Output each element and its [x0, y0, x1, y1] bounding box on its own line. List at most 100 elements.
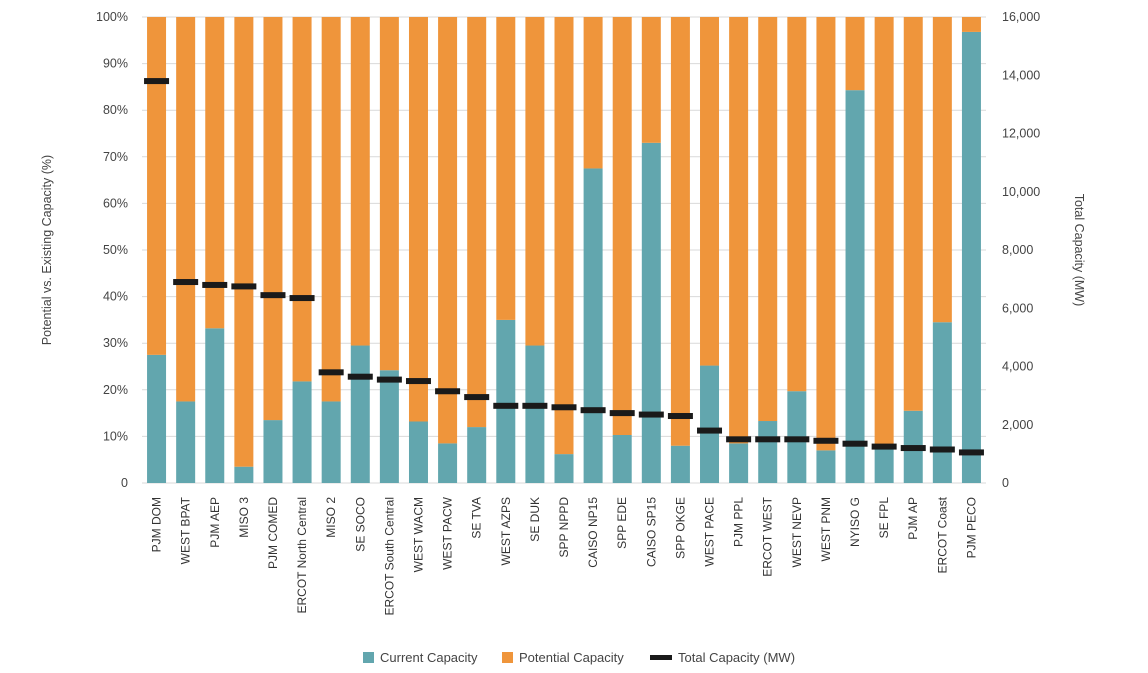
bar-potential-capacity — [525, 17, 544, 346]
right-tick-label: 2,000 — [1002, 418, 1033, 432]
right-axis-title: Total Capacity (MW) — [1072, 194, 1086, 307]
total-capacity-marker — [260, 292, 285, 298]
bar-potential-capacity — [234, 17, 253, 467]
category-label: MISO 3 — [237, 497, 251, 538]
bar-potential-capacity — [467, 17, 486, 427]
left-tick-label: 40% — [103, 290, 128, 304]
total-capacity-marker — [959, 449, 984, 455]
right-tick-label: 14,000 — [1002, 68, 1040, 82]
total-capacity-marker — [813, 438, 838, 444]
bar-current-capacity — [176, 401, 195, 483]
legend-label-current: Current Capacity — [380, 650, 478, 665]
bar-potential-capacity — [875, 17, 894, 448]
left-tick-label: 60% — [103, 196, 128, 210]
bar-potential-capacity — [816, 17, 835, 450]
category-label: PJM AEP — [208, 497, 222, 548]
bar-current-capacity — [962, 32, 981, 483]
bar-current-capacity — [671, 446, 690, 483]
right-tick-label: 6,000 — [1002, 301, 1033, 315]
right-tick-label: 10,000 — [1002, 185, 1040, 199]
category-label: SPP EDE — [615, 497, 629, 549]
bar-potential-capacity — [846, 17, 865, 90]
total-capacity-marker — [755, 436, 780, 442]
total-capacity-marker — [901, 445, 926, 451]
category-label: MISO 2 — [324, 497, 338, 538]
total-capacity-marker — [377, 377, 402, 383]
legend-label-potential: Potential Capacity — [519, 650, 624, 665]
category-label: SE FPL — [877, 497, 891, 539]
total-capacity-marker — [872, 444, 897, 450]
bar-current-capacity — [467, 427, 486, 483]
bar-current-capacity — [933, 322, 952, 483]
bar-potential-capacity — [438, 17, 457, 443]
category-label: ERCOT South Central — [382, 497, 396, 616]
category-label: WEST PACE — [703, 497, 717, 567]
bar-potential-capacity — [787, 17, 806, 391]
bar-current-capacity — [584, 168, 603, 483]
total-capacity-marker — [639, 412, 664, 418]
bar-potential-capacity — [671, 17, 690, 446]
bar-potential-capacity — [933, 17, 952, 322]
bar-current-capacity — [293, 381, 312, 483]
left-tick-label: 30% — [103, 336, 128, 350]
legend-swatch-potential — [502, 652, 513, 663]
right-tick-label: 16,000 — [1002, 10, 1040, 24]
total-capacity-marker — [930, 447, 955, 453]
bar-current-capacity — [875, 448, 894, 483]
bar-current-capacity — [846, 90, 865, 483]
category-label: ERCOT North Central — [295, 497, 309, 613]
bar-current-capacity — [700, 366, 719, 483]
bar-current-capacity — [409, 421, 428, 483]
bar-potential-capacity — [700, 17, 719, 366]
total-capacity-marker — [348, 374, 373, 380]
left-axis-ticks: 010%20%30%40%50%60%70%80%90%100% — [96, 10, 128, 490]
category-label: WEST AZPS — [499, 497, 513, 565]
bar-potential-capacity — [904, 17, 923, 411]
legend-swatch-current — [363, 652, 374, 663]
left-tick-label: 90% — [103, 57, 128, 71]
bar-current-capacity — [758, 421, 777, 483]
left-tick-label: 20% — [103, 383, 128, 397]
right-tick-label: 4,000 — [1002, 360, 1033, 374]
bar-potential-capacity — [205, 17, 224, 328]
bar-potential-capacity — [176, 17, 195, 401]
total-capacity-marker — [522, 403, 547, 409]
total-capacity-marker — [144, 78, 169, 84]
left-axis-title: Potential vs. Existing Capacity (%) — [40, 155, 54, 345]
bar-potential-capacity — [729, 17, 748, 443]
category-label: SE SOCO — [353, 497, 367, 552]
category-label: CAISO SP15 — [644, 497, 658, 567]
right-tick-label: 8,000 — [1002, 243, 1033, 257]
total-capacity-marker — [784, 436, 809, 442]
bar-current-capacity — [205, 328, 224, 483]
right-axis-ticks: 02,0004,0006,0008,00010,00012,00014,0001… — [1002, 10, 1040, 490]
total-capacity-marker — [581, 407, 606, 413]
bar-current-capacity — [555, 454, 574, 483]
category-label: PJM AP — [906, 497, 920, 540]
total-capacity-marker — [319, 369, 344, 375]
bar-current-capacity — [642, 143, 661, 483]
bar-current-capacity — [496, 320, 515, 483]
legend: Current Capacity Potential Capacity Tota… — [363, 650, 795, 665]
category-label: WEST NEVP — [790, 497, 804, 567]
bar-current-capacity — [234, 467, 253, 483]
bar-potential-capacity — [758, 17, 777, 421]
category-label: PJM PECO — [964, 497, 978, 558]
legend-swatch-total — [650, 655, 672, 660]
left-tick-label: 100% — [96, 10, 128, 24]
bar-current-capacity — [263, 420, 282, 483]
category-label: SE TVA — [470, 497, 484, 539]
category-label: ERCOT Coast — [935, 496, 949, 573]
bar-potential-capacity — [555, 17, 574, 454]
total-capacity-marker — [552, 404, 577, 410]
category-label: SE DUK — [528, 497, 542, 542]
bar-current-capacity — [613, 435, 632, 483]
left-tick-label: 70% — [103, 150, 128, 164]
bar-potential-capacity — [263, 17, 282, 420]
bar-potential-capacity — [351, 17, 370, 346]
bar-current-capacity — [380, 370, 399, 483]
total-capacity-marker — [435, 388, 460, 394]
bar-potential-capacity — [380, 17, 399, 370]
total-capacity-marker — [173, 279, 198, 285]
